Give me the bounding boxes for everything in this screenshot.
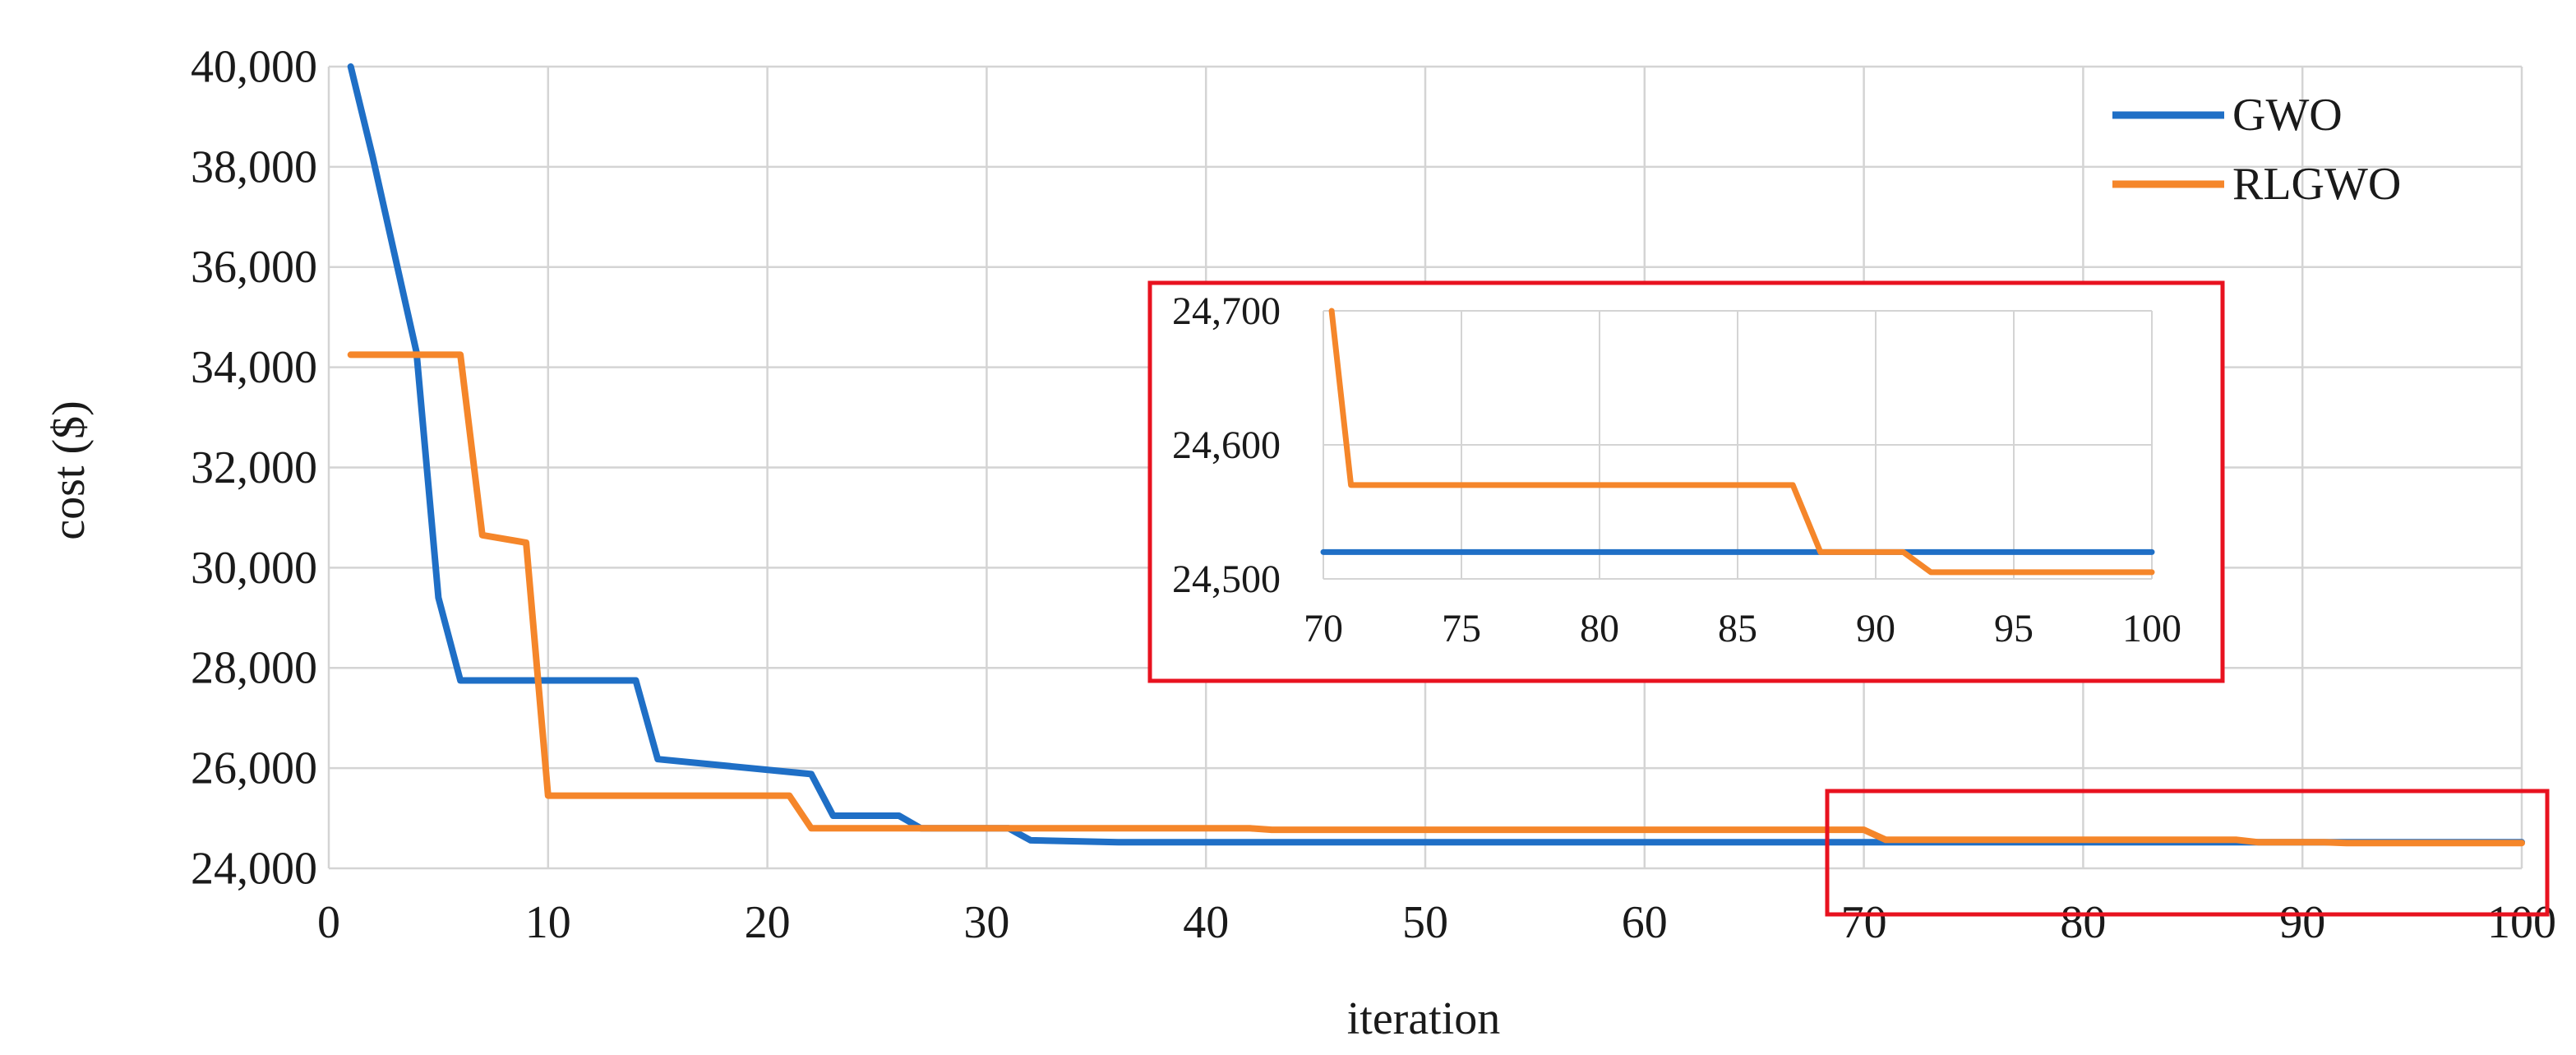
- inset-y-tick-label: 24,700: [1172, 289, 1281, 333]
- inset-x-tick-label: 95: [1994, 607, 2034, 650]
- zoom-region-highlight: [1825, 789, 2550, 917]
- main-x-tick-label: 80: [2060, 897, 2106, 948]
- main-x-tick-label: 70: [1841, 897, 1887, 948]
- inset-series-lines: [1320, 308, 2155, 576]
- main-x-tick-labels: 0 10 20 30 40 50 60 70 80 90 100: [317, 897, 2556, 948]
- inset-x-tick-label: 75: [1442, 607, 1481, 650]
- main-y-tick-label: 26,000: [191, 743, 317, 794]
- inset-x-tick-label: 100: [2122, 607, 2181, 650]
- main-x-tick-label: 10: [525, 897, 571, 948]
- main-y-tick-label: 32,000: [191, 442, 317, 493]
- main-x-tick-label: 0: [317, 897, 340, 948]
- inset-x-tick-label: 90: [1856, 607, 1895, 650]
- legend-label-gwo: GWO: [2232, 90, 2343, 141]
- main-x-tick-label: 40: [1183, 897, 1229, 948]
- main-y-tick-label: 28,000: [191, 643, 317, 694]
- inset-x-tick-label: 80: [1580, 607, 1619, 650]
- x-axis-title: iteration: [1347, 993, 1501, 1044]
- main-series-lines: [347, 63, 2525, 847]
- main-y-tick-label: 38,000: [191, 141, 317, 192]
- main-y-tick-labels: 24,000 26,000 28,000 30,000 32,000 34,000 36,0…: [191, 41, 317, 894]
- main-x-tick-label: 30: [963, 897, 1009, 948]
- main-y-tick-label: 40,000: [191, 41, 317, 92]
- legend-label-rlgwo: RLGWO: [2232, 159, 2401, 210]
- main-y-tick-label: 34,000: [191, 342, 317, 393]
- main-x-tick-label: 60: [1622, 897, 1668, 948]
- inset-x-tick-labels: 70 75 80 85 90 95 100: [1304, 607, 2181, 650]
- main-x-tick-label: 20: [745, 897, 791, 948]
- inset-series-line-rlgwo: [1328, 308, 2155, 576]
- main-series-line-rlgwo: [347, 351, 2525, 847]
- legend: GWO RLGWO: [2112, 90, 2401, 210]
- main-x-tick-label: 90: [2279, 897, 2325, 948]
- inset-y-tick-label: 24,600: [1172, 423, 1281, 467]
- inset-x-tick-label: 85: [1718, 607, 1757, 650]
- main-y-tick-label: 24,000: [191, 843, 317, 894]
- main-series-line-gwo: [347, 63, 2525, 846]
- main-x-tick-label: 50: [1402, 897, 1448, 948]
- inset-grid: [1323, 310, 2153, 580]
- main-x-tick-label: 100: [2487, 897, 2556, 948]
- inset-y-tick-label: 24,500: [1172, 558, 1281, 601]
- inset-y-tick-labels: 24,500 24,600 24,700: [1172, 289, 1281, 601]
- y-axis-title: cost ($): [44, 400, 95, 540]
- main-y-tick-label: 30,000: [191, 543, 317, 594]
- inset-x-tick-label: 70: [1304, 607, 1343, 650]
- main-y-tick-label: 36,000: [191, 242, 317, 293]
- inset-frame: [1147, 280, 2225, 683]
